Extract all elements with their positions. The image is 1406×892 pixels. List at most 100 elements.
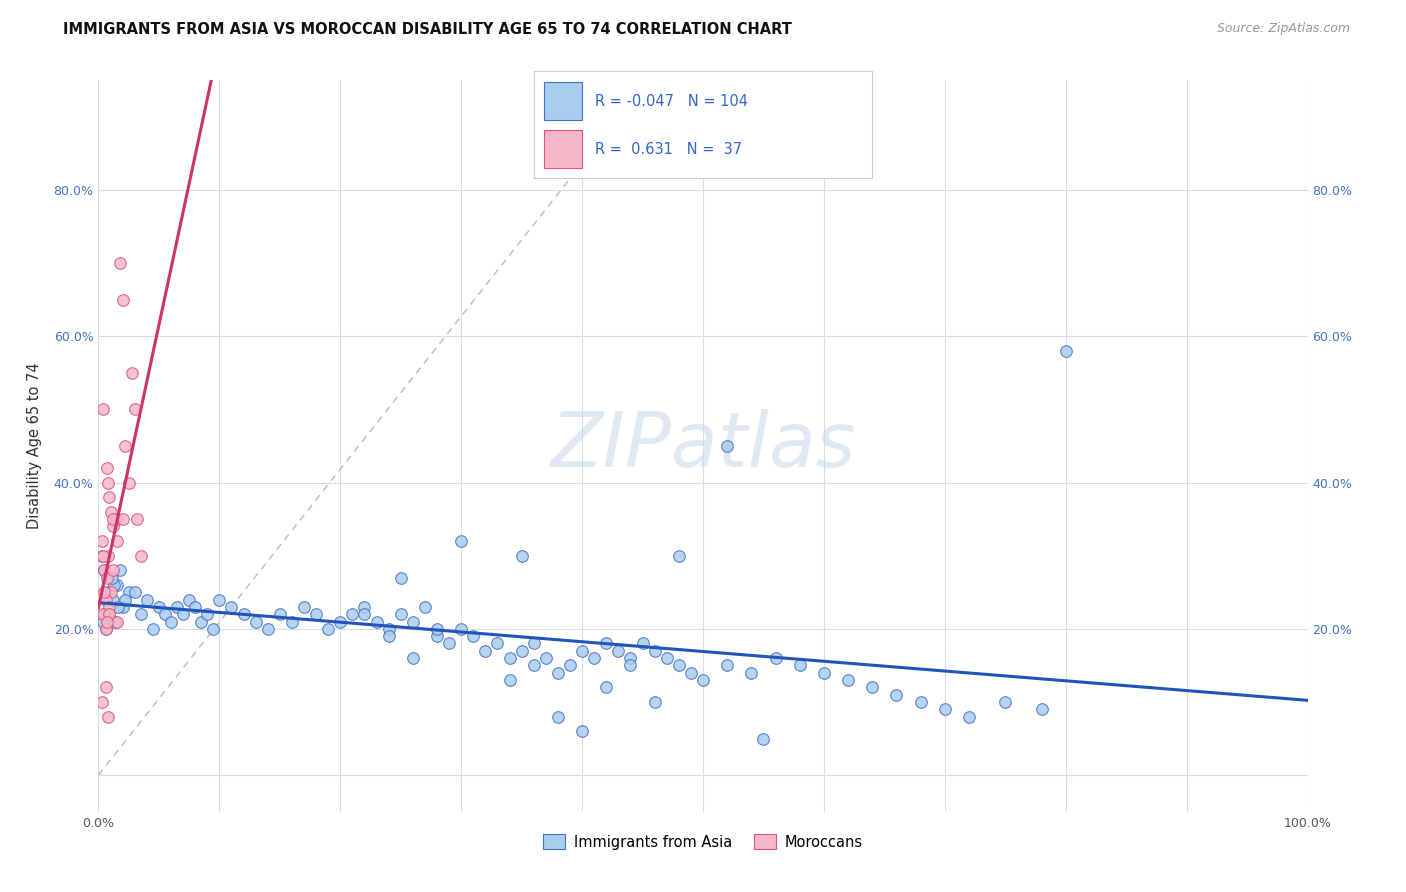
Point <box>994 695 1017 709</box>
Point <box>486 636 509 650</box>
Point <box>93 585 115 599</box>
Point <box>752 731 775 746</box>
Point <box>97 585 120 599</box>
Point <box>97 709 120 723</box>
Point <box>740 665 762 680</box>
Point <box>692 673 714 687</box>
Text: IMMIGRANTS FROM ASIA VS MOROCCAN DISABILITY AGE 65 TO 74 CORRELATION CHART: IMMIGRANTS FROM ASIA VS MOROCCAN DISABIL… <box>63 22 792 37</box>
Point <box>96 571 118 585</box>
Point <box>98 607 121 622</box>
Y-axis label: Disability Age 65 to 74: Disability Age 65 to 74 <box>28 363 42 529</box>
Point <box>619 658 641 673</box>
Point <box>97 549 120 563</box>
Point <box>837 673 859 687</box>
Point <box>96 615 118 629</box>
Point <box>153 607 176 622</box>
Point <box>93 563 115 577</box>
Point <box>474 644 496 658</box>
Point <box>129 549 152 563</box>
Text: ZIPatlas: ZIPatlas <box>550 409 856 483</box>
Point <box>316 622 339 636</box>
Point <box>124 402 146 417</box>
Point <box>813 665 835 680</box>
Point <box>269 607 291 622</box>
Point <box>583 651 606 665</box>
Legend: Immigrants from Asia, Moroccans: Immigrants from Asia, Moroccans <box>537 829 869 855</box>
Point <box>91 615 114 629</box>
Point <box>886 688 908 702</box>
Point <box>498 651 520 665</box>
Point <box>190 615 212 629</box>
Point <box>1031 702 1053 716</box>
Point <box>172 607 194 622</box>
Point <box>389 571 412 585</box>
Point <box>644 644 666 658</box>
Text: R = -0.047   N = 104: R = -0.047 N = 104 <box>595 94 748 109</box>
Point <box>108 563 131 577</box>
Point <box>98 607 121 622</box>
Text: Source: ZipAtlas.com: Source: ZipAtlas.com <box>1216 22 1350 36</box>
Point <box>101 519 124 533</box>
Point <box>426 622 449 636</box>
Point <box>195 607 218 622</box>
Point <box>463 629 485 643</box>
Point <box>655 651 678 665</box>
Point <box>202 622 225 636</box>
Point <box>104 615 127 629</box>
Point <box>292 599 315 614</box>
Point <box>510 644 533 658</box>
Point <box>97 475 120 490</box>
Point <box>256 622 278 636</box>
Point <box>329 615 352 629</box>
Point <box>510 549 533 563</box>
Point <box>93 607 115 622</box>
Point <box>547 665 569 680</box>
Point <box>107 599 129 614</box>
Point <box>135 592 157 607</box>
Point <box>679 665 702 680</box>
Point <box>571 724 593 739</box>
Point <box>437 636 460 650</box>
Point <box>450 622 472 636</box>
Point <box>101 512 124 526</box>
Point <box>105 578 128 592</box>
Point <box>668 549 690 563</box>
Point <box>716 658 738 673</box>
Point <box>105 534 128 549</box>
Point <box>124 585 146 599</box>
Point <box>450 534 472 549</box>
Point <box>910 695 932 709</box>
Point <box>105 615 128 629</box>
Point <box>595 636 617 650</box>
Point <box>184 599 207 614</box>
Point <box>111 512 134 526</box>
Point <box>498 673 520 687</box>
FancyBboxPatch shape <box>544 82 582 120</box>
Point <box>91 402 114 417</box>
Point <box>353 607 375 622</box>
Point <box>118 475 141 490</box>
Point <box>100 505 122 519</box>
Point <box>558 658 581 673</box>
Point <box>98 490 121 504</box>
Point <box>957 709 980 723</box>
Point <box>377 622 399 636</box>
Point <box>389 607 412 622</box>
Point <box>100 585 122 599</box>
Point <box>402 651 425 665</box>
Point <box>208 592 231 607</box>
Point <box>96 607 118 622</box>
Point <box>860 681 883 695</box>
Point <box>94 622 117 636</box>
Point <box>100 571 122 585</box>
Point <box>118 585 141 599</box>
Point <box>232 607 254 622</box>
Point <box>245 615 267 629</box>
Point <box>91 695 114 709</box>
Point <box>571 644 593 658</box>
Point <box>101 563 124 577</box>
Point <box>160 615 183 629</box>
Point <box>644 695 666 709</box>
Point <box>91 549 114 563</box>
Point <box>101 592 124 607</box>
